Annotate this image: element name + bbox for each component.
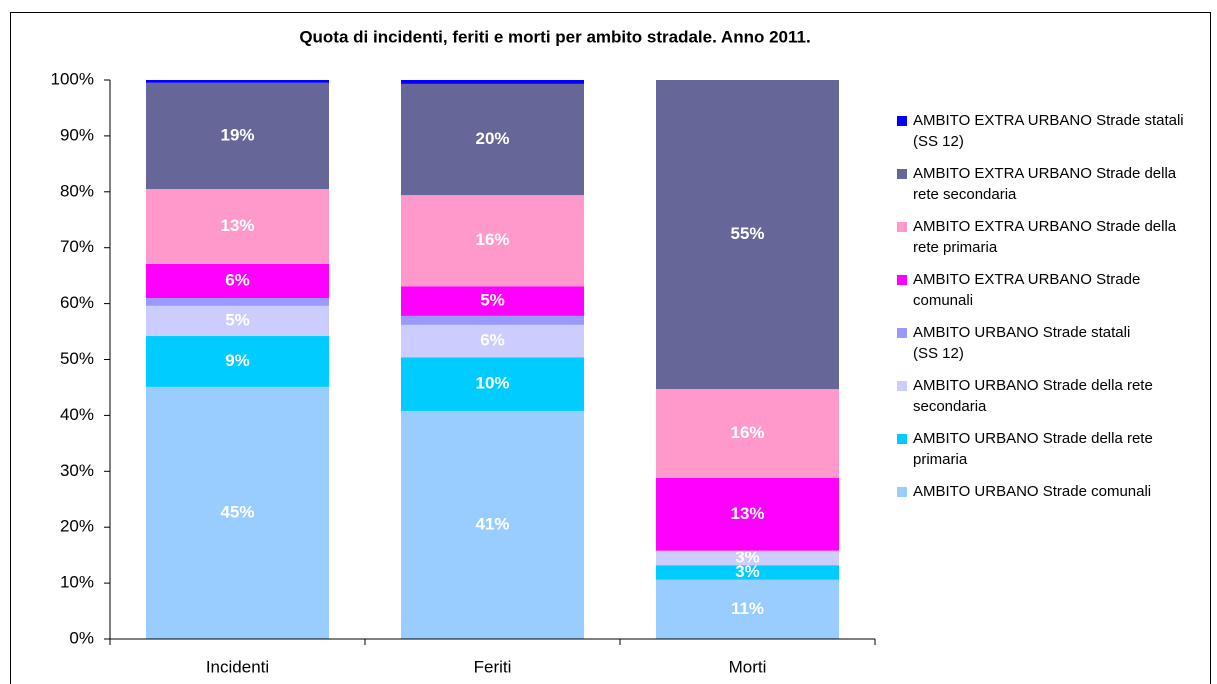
y-tick-label: 40% (60, 405, 94, 424)
data-label: 6% (480, 331, 505, 350)
y-tick-label: 20% (60, 517, 94, 536)
data-label: 19% (220, 125, 254, 144)
bar-segment (656, 80, 839, 390)
y-tick-label: 70% (60, 237, 94, 256)
chart-frame (10, 12, 1211, 684)
legend-item: AMBITO URBANO Strade comunali (897, 481, 1202, 502)
data-label: 9% (225, 351, 250, 370)
bar-segment (146, 189, 329, 264)
data-label: 16% (475, 230, 509, 249)
y-tick-label: 100% (51, 69, 94, 88)
bar-segment (401, 83, 584, 196)
data-label: 6% (225, 270, 250, 289)
y-tick-label: 0% (69, 628, 94, 647)
y-tick-label: 80% (60, 181, 94, 200)
legend-swatch (897, 487, 907, 497)
chart-title: Quota di incidenti, feriti e morti per a… (299, 27, 810, 46)
bar-segment (401, 315, 584, 325)
bar-segment (401, 80, 584, 84)
legend-label: AMBITO EXTRA URBANO Strade comunali (913, 271, 1141, 309)
bar-segment (656, 478, 839, 551)
x-tick-label: Feriti (474, 657, 512, 676)
bar-segment (146, 386, 329, 639)
bar-segment (401, 286, 584, 316)
legend-item: AMBITO EXTRA URBANO Strade della rete se… (897, 163, 1202, 205)
legend-item: AMBITO URBANO Strade statali (SS 12) (897, 322, 1202, 364)
y-tick-label: 90% (60, 125, 94, 144)
legend-swatch (897, 434, 907, 444)
legend-swatch (897, 381, 907, 391)
bar-segment (146, 82, 329, 190)
legend-item: AMBITO EXTRA URBANO Strade statali (SS 1… (897, 110, 1202, 152)
bar-segment (146, 80, 329, 83)
y-tick-label: 30% (60, 461, 94, 480)
x-tick-label: Incidenti (206, 657, 269, 676)
data-label: 45% (220, 502, 254, 521)
legend-swatch (897, 275, 907, 285)
data-label: 20% (475, 129, 509, 148)
bar-segment (401, 195, 584, 287)
bar-segment (146, 263, 329, 299)
bar-segment (401, 410, 584, 639)
data-label: 3% (735, 547, 760, 566)
legend-label: AMBITO URBANO Strade comunali (913, 483, 1152, 500)
legend-swatch (897, 116, 907, 126)
data-label: 16% (730, 423, 764, 442)
legend-item: AMBITO URBANO Strade della rete primaria (897, 428, 1202, 470)
legend-swatch (897, 169, 907, 179)
legend-item: AMBITO URBANO Strade della rete secondar… (897, 375, 1202, 417)
bar-segment (656, 550, 839, 566)
y-tick-label: 10% (60, 573, 94, 592)
data-label: 13% (730, 504, 764, 523)
data-label: 5% (480, 291, 505, 310)
bar-segment (656, 389, 839, 479)
legend-swatch (897, 328, 907, 338)
legend-label: AMBITO EXTRA URBANO Strade della rete pr… (913, 218, 1177, 256)
y-tick-label: 50% (60, 349, 94, 368)
y-tick-label: 60% (60, 293, 94, 312)
legend-item: AMBITO EXTRA URBANO Strade comunali (897, 269, 1202, 311)
data-label: 55% (730, 224, 764, 243)
bar-segment (401, 357, 584, 411)
bar-segment (656, 565, 839, 580)
legend: AMBITO EXTRA URBANO Strade statali (SS 1… (897, 110, 1202, 513)
bar-segment (656, 579, 839, 639)
legend-label: AMBITO URBANO Strade della rete primaria (913, 430, 1153, 468)
data-label: 10% (475, 374, 509, 393)
legend-label: AMBITO EXTRA URBANO Strade statali (SS 1… (913, 112, 1184, 150)
bar-segment (146, 336, 329, 387)
data-label: 3% (735, 562, 760, 581)
legend-label: AMBITO URBANO Strade della rete secondar… (913, 377, 1153, 415)
data-label: 11% (731, 599, 764, 618)
legend-label: AMBITO URBANO Strade statali (SS 12) (913, 324, 1131, 362)
data-label: 41% (475, 514, 509, 533)
bar-segment (146, 305, 329, 337)
legend-label: AMBITO EXTRA URBANO Strade della rete se… (913, 165, 1177, 203)
bar-segment (401, 324, 584, 358)
bar-segment (146, 298, 329, 306)
data-label: 5% (225, 310, 250, 329)
legend-swatch (897, 222, 907, 232)
data-label: 13% (220, 216, 254, 235)
x-tick-label: Morti (729, 657, 767, 676)
legend-item: AMBITO EXTRA URBANO Strade della rete pr… (897, 216, 1202, 258)
